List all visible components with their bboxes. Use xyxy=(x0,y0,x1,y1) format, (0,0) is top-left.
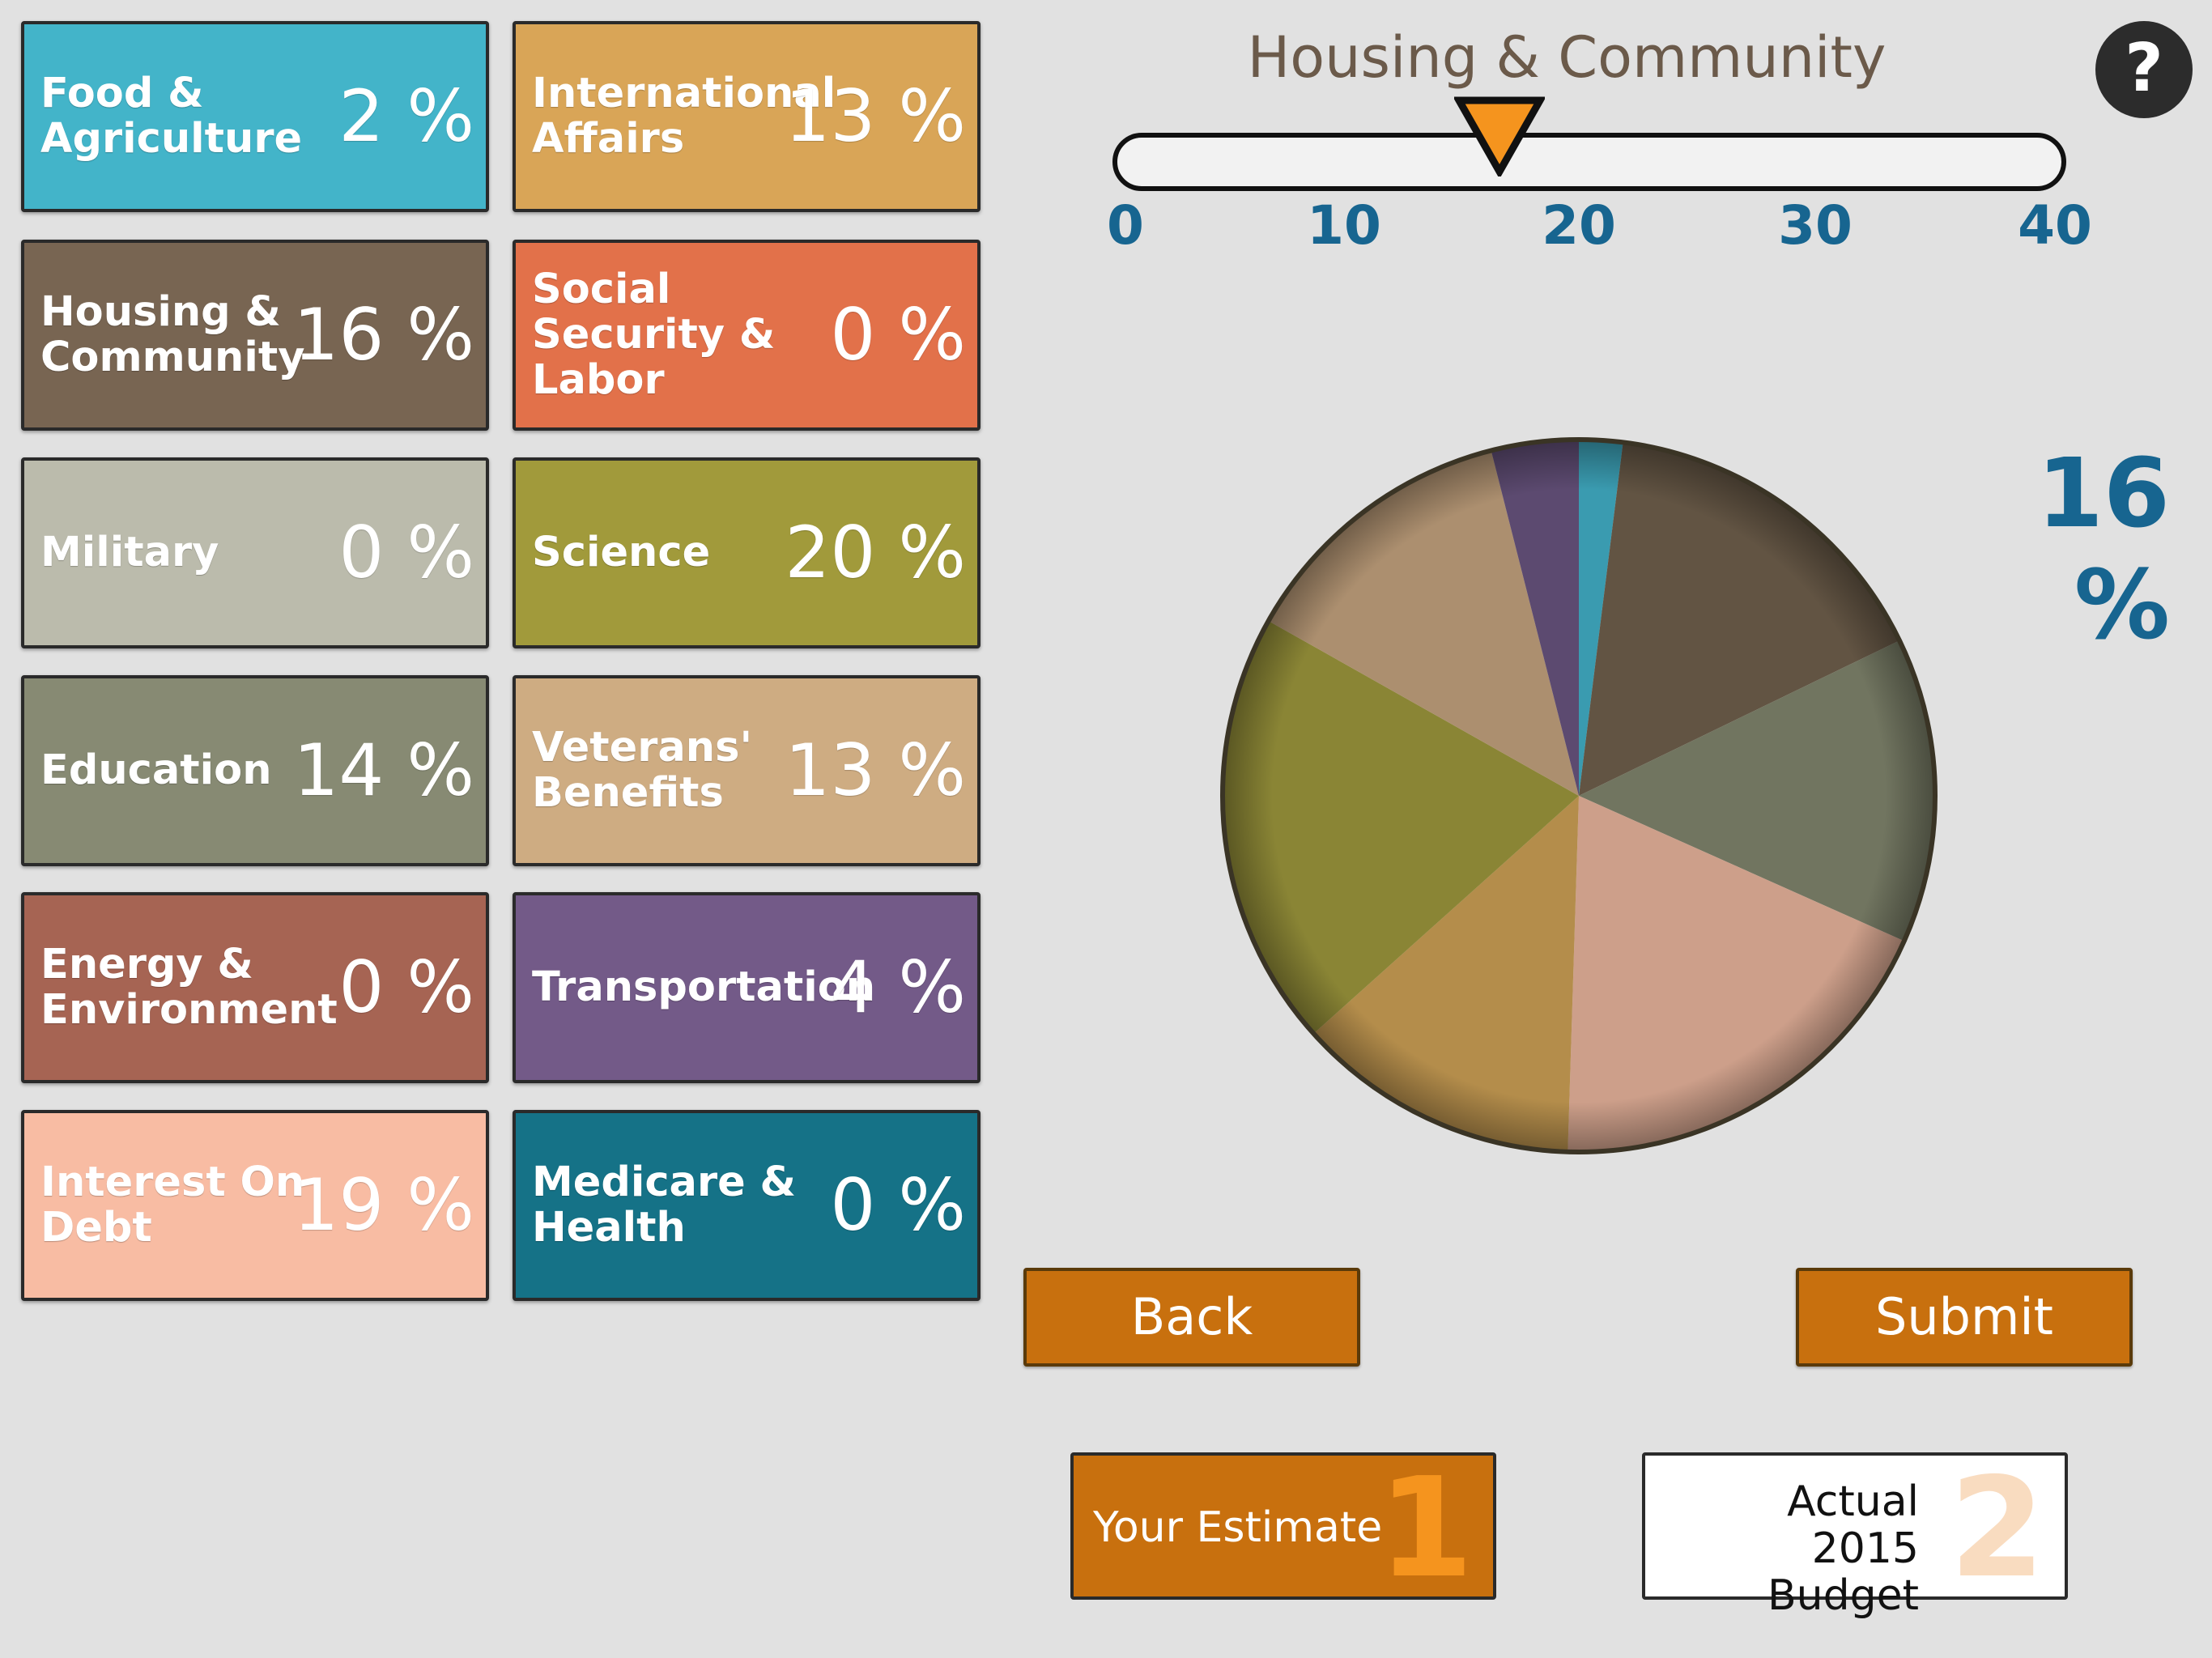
tile-percent: 4 % xyxy=(830,946,966,1029)
your-estimate-button[interactable]: Your Estimate 1 xyxy=(1070,1452,1496,1600)
your-estimate-number: 1 xyxy=(1377,1448,1474,1609)
slider-thumb[interactable] xyxy=(1454,96,1546,176)
tile-percent: 20 % xyxy=(785,511,966,594)
slider-track[interactable] xyxy=(1112,133,2066,191)
tile-transportation[interactable]: Transportation 4 % xyxy=(513,892,981,1083)
tile-percent: 16 % xyxy=(293,293,474,376)
slider-tick-30: 30 xyxy=(1778,194,1853,257)
tile-energy-environment[interactable]: Energy & Environment 0 % xyxy=(21,892,489,1083)
slider-tick-0: 0 xyxy=(1107,194,1144,257)
tile-percent: 0 % xyxy=(338,946,474,1029)
actual-budget-button[interactable]: Actual 2015 Budget 2 xyxy=(1642,1448,2068,1619)
tile-science[interactable]: Science 20 % xyxy=(513,457,981,648)
submit-button[interactable]: Submit xyxy=(1796,1268,2133,1367)
tile-percent: 0 % xyxy=(830,1163,966,1247)
tile-percent: 0 % xyxy=(830,293,966,376)
tile-percent: 0 % xyxy=(338,511,474,594)
tile-label: Housing & Community xyxy=(40,288,305,381)
tile-percent: 14 % xyxy=(293,729,474,812)
slider-title: Housing & Community xyxy=(1247,24,1887,91)
slider-tick-40: 40 xyxy=(2018,194,2092,257)
tile-percent: 13 % xyxy=(785,729,966,812)
tile-label: Social Security & Labor xyxy=(532,266,776,404)
tile-percent: 19 % xyxy=(293,1163,474,1247)
tile-international-affairs[interactable]: International Affairs 13 % xyxy=(513,21,981,212)
tile-label: Veterans' Benefits xyxy=(532,724,753,817)
tile-interest-on-debt[interactable]: Interest On Debt 19 % xyxy=(21,1110,489,1301)
tile-food-agriculture[interactable]: Food & Agriculture 2 % xyxy=(21,21,489,212)
tile-education[interactable]: Education 14 % xyxy=(21,675,489,866)
tile-label: International Affairs xyxy=(532,70,836,163)
tile-label: Science xyxy=(532,529,711,576)
actual-budget-number: 2 xyxy=(1949,1448,2045,1609)
tile-label: Military xyxy=(40,529,219,576)
budget-pie-chart xyxy=(1220,437,1938,1154)
tile-military[interactable]: Military 0 % xyxy=(21,457,489,648)
pie-rim xyxy=(1220,437,1938,1154)
tile-housing-community[interactable]: Housing & Community 16 % xyxy=(21,240,489,431)
tile-label: Education xyxy=(40,746,272,794)
slider-thumb-triangle xyxy=(1454,96,1546,176)
back-button[interactable]: Back xyxy=(1023,1268,1360,1367)
tile-percent: 13 % xyxy=(785,74,966,158)
tile-label: Transportation xyxy=(532,963,876,1011)
tile-label: Food & Agriculture xyxy=(40,70,303,163)
tile-label: Energy & Environment xyxy=(40,941,338,1034)
tile-medicare-health[interactable]: Medicare & Health 0 % xyxy=(513,1110,981,1301)
selected-percent: 16 % xyxy=(2036,437,2170,661)
tile-percent: 2 % xyxy=(338,74,474,158)
tile-label: Interest On Debt xyxy=(40,1158,305,1252)
help-button[interactable]: ? xyxy=(2095,21,2193,118)
tile-veterans-benefits[interactable]: Veterans' Benefits 13 % xyxy=(513,675,981,866)
slider-tick-10: 10 xyxy=(1307,194,1381,257)
tile-social-security-labor[interactable]: Social Security & Labor 0 % xyxy=(513,240,981,431)
actual-budget-label: Actual 2015 Budget xyxy=(1767,1477,1919,1620)
tile-label: Medicare & Health xyxy=(532,1158,796,1252)
your-estimate-label: Your Estimate xyxy=(1093,1503,1383,1552)
slider-tick-20: 20 xyxy=(1542,194,1616,257)
